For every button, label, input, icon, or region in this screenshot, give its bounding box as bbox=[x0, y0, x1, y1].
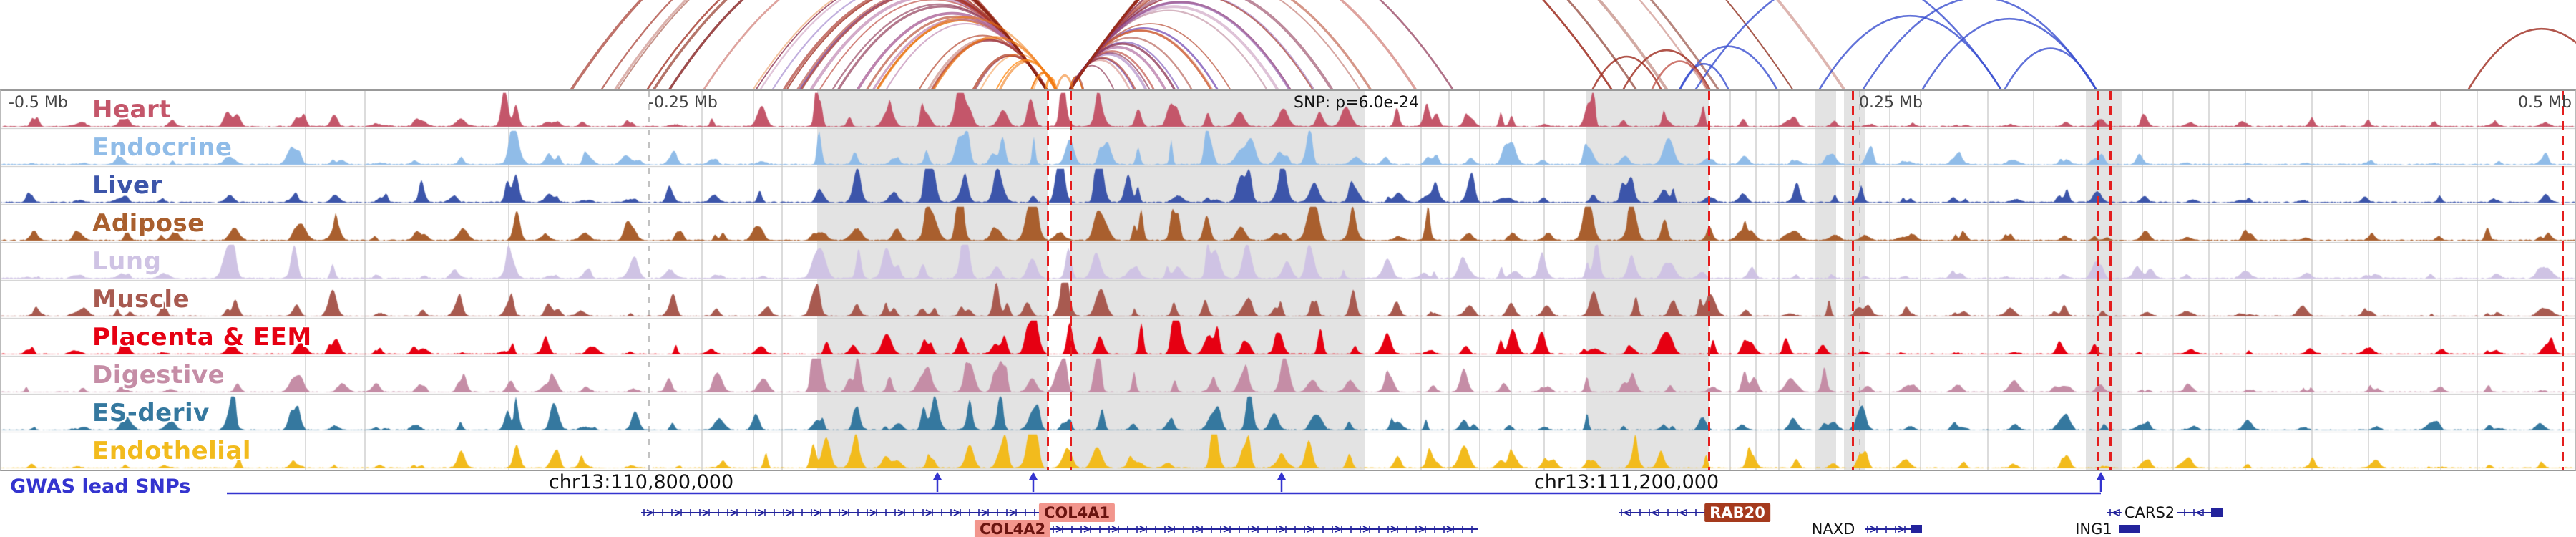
gene-col4a2[interactable] bbox=[641, 509, 1043, 516]
track-label-liver[interactable]: Liver bbox=[92, 171, 162, 200]
gene-ing1[interactable] bbox=[2119, 525, 2140, 533]
interaction-arc[interactable] bbox=[1921, 17, 2098, 90]
ruler-label: 0.25 Mb bbox=[1859, 94, 1923, 112]
interaction-arc[interactable] bbox=[2467, 28, 2576, 90]
track-label-heart[interactable]: Heart bbox=[92, 95, 171, 124]
track-label-es-deriv[interactable]: ES-deriv bbox=[92, 399, 210, 427]
track-label-adipose[interactable]: Adipose bbox=[92, 209, 205, 238]
interaction-arc[interactable] bbox=[1068, 0, 1669, 90]
snp-dashed-line bbox=[1070, 91, 1072, 470]
gene-label-col4a2[interactable]: COL4A2 bbox=[974, 520, 1051, 537]
interaction-arc[interactable] bbox=[1678, 62, 1730, 90]
interaction-arc[interactable] bbox=[1650, 60, 1709, 90]
track-label-muscle[interactable]: Muscle bbox=[92, 285, 190, 314]
track-label-placenta-eem[interactable]: Placenta & EEM bbox=[92, 323, 312, 352]
gwas-lead-snps-label: GWAS lead SNPs bbox=[10, 475, 191, 498]
snp-dashed-line bbox=[2562, 91, 2564, 470]
interaction-arc[interactable] bbox=[2003, 47, 2098, 90]
interaction-arc[interactable] bbox=[1055, 74, 1075, 90]
interaction-arc[interactable] bbox=[1068, 0, 1455, 90]
annotation-area: GWAS lead SNPs COL4A2 COL4A1 RAB20 NAXD ING1… bbox=[0, 471, 2576, 537]
gwas-snp-arrow bbox=[1029, 472, 1038, 492]
snp-dashed-line bbox=[1047, 91, 1049, 470]
ruler-label: SNP: p=6.0e-24 bbox=[1294, 94, 1419, 112]
interaction-arc[interactable] bbox=[570, 0, 1048, 90]
gene-naxd[interactable] bbox=[1865, 525, 1922, 533]
interaction-arc[interactable] bbox=[1818, 15, 2003, 90]
gene-label-rab20[interactable]: RAB20 bbox=[1704, 503, 1770, 522]
coordinate-label: chr13:111,200,000 bbox=[1533, 471, 1719, 493]
snp-dashed-line bbox=[2097, 91, 2099, 470]
snp-dashed-line bbox=[2109, 91, 2112, 470]
snp-dashed-line bbox=[1852, 91, 1854, 470]
ruler-label: -0.5 Mb bbox=[9, 94, 68, 112]
coordinate-label: chr13:110,800,000 bbox=[548, 471, 734, 493]
gene-and-snp-glyph-layer bbox=[227, 472, 2223, 533]
interaction-arc[interactable] bbox=[652, 0, 1048, 90]
gene-label-col4a1[interactable]: COL4A1 bbox=[1038, 503, 1116, 522]
track-label-endocrine[interactable]: Endocrine bbox=[92, 133, 233, 162]
signal-tracks-canvas[interactable] bbox=[1, 91, 2575, 470]
track-panel[interactable]: -0.5 Mb -0.25 Mb SNP: p=6.0e-24 0.25 Mb 0.5 … bbox=[0, 90, 2576, 471]
gwas-snp-arrow bbox=[1277, 472, 1286, 492]
interaction-arc[interactable] bbox=[1694, 0, 2003, 90]
gwas-snp-arrow bbox=[2097, 472, 2105, 492]
track-label-lung[interactable]: Lung bbox=[92, 247, 162, 276]
gene-label-ing1[interactable]: ING1 bbox=[2075, 521, 2112, 537]
interaction-arc[interactable] bbox=[1030, 72, 1058, 90]
gwas-snp-arrow bbox=[933, 472, 942, 492]
track-label-endothelial[interactable]: Endothelial bbox=[92, 437, 252, 465]
interaction-arc[interactable] bbox=[932, 36, 1058, 90]
gene-label-cars2[interactable]: CARS2 bbox=[2121, 504, 2178, 521]
interaction-arc[interactable] bbox=[1621, 49, 1712, 90]
track-label-digestive[interactable]: Digestive bbox=[92, 361, 225, 390]
interaction-arc[interactable] bbox=[1069, 0, 1794, 90]
gene-col4a1[interactable] bbox=[1050, 526, 1478, 533]
interaction-arc[interactable] bbox=[1591, 55, 1663, 90]
snp-dashed-line bbox=[1708, 91, 1710, 470]
interaction-arcs-layer[interactable] bbox=[0, 0, 2576, 90]
gene-label-naxd[interactable]: NAXD bbox=[1811, 521, 1855, 537]
ruler-label: -0.25 Mb bbox=[648, 94, 718, 112]
ruler-label: 0.5 Mb bbox=[2518, 94, 2572, 112]
